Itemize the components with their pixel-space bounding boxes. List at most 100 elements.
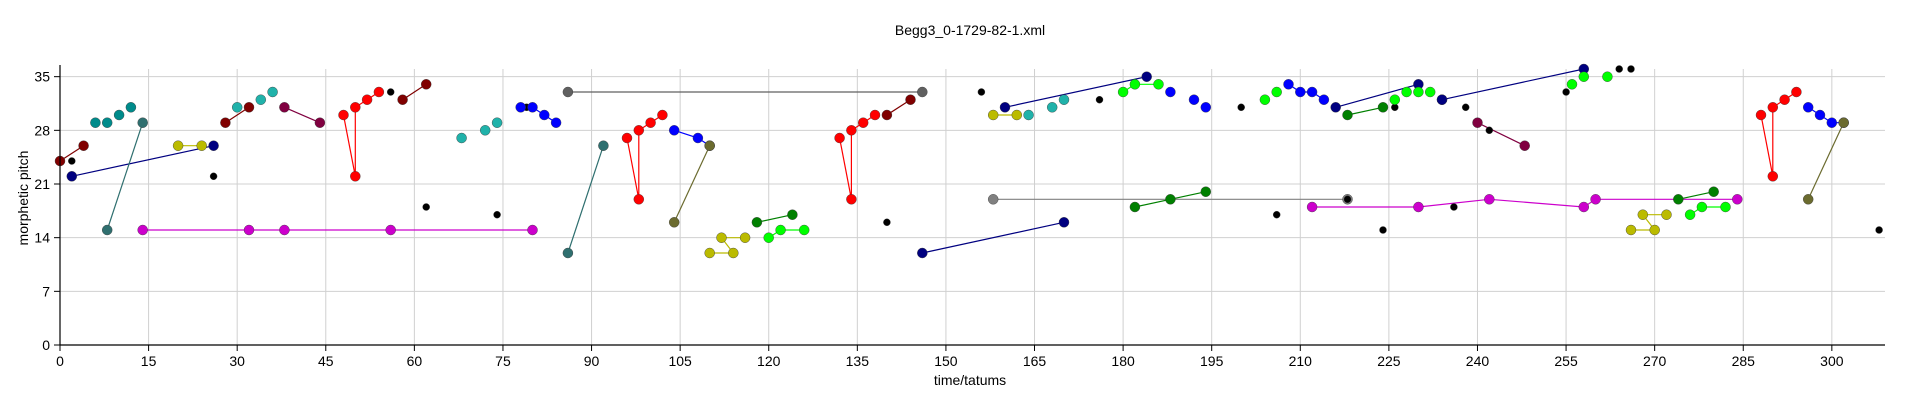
data-point [1424, 86, 1436, 98]
data-point [1450, 203, 1458, 211]
x-tick-label: 120 [757, 353, 781, 369]
data-point [1649, 224, 1660, 236]
data-point [209, 172, 218, 181]
series-line [1477, 122, 1525, 147]
data-point [775, 224, 786, 236]
data-point [1271, 86, 1282, 98]
data-point [493, 210, 501, 219]
data-point [1802, 102, 1814, 113]
data-point [491, 117, 503, 128]
data-point [196, 140, 207, 151]
data-point [1708, 186, 1719, 197]
series-line [284, 106, 321, 124]
data-point [917, 86, 928, 98]
data-point [1436, 94, 1448, 105]
data-point [1095, 95, 1104, 104]
data-point [999, 102, 1011, 113]
data-point [1814, 109, 1826, 121]
data-point [527, 102, 538, 113]
data-point [1578, 201, 1590, 213]
data-point [172, 140, 184, 151]
data-point [361, 94, 373, 105]
data-point [68, 157, 76, 165]
data-point [243, 102, 255, 113]
x-tick-label: 255 [1554, 353, 1578, 369]
data-point [267, 86, 278, 98]
data-point [883, 218, 891, 227]
y-tick-label: 35 [34, 69, 50, 85]
data-point [1875, 226, 1883, 234]
data-point [550, 117, 562, 128]
data-point [314, 117, 326, 128]
data-point [1023, 109, 1034, 121]
data-point [1200, 186, 1212, 197]
data-point [1791, 86, 1802, 98]
series-line [626, 114, 663, 200]
y-tick-label: 21 [34, 176, 50, 192]
series-line [1288, 83, 1325, 101]
data-point [373, 86, 385, 98]
data-point [1200, 102, 1212, 113]
data-point [977, 88, 986, 96]
series-line [1678, 191, 1714, 200]
data-point [1401, 86, 1412, 98]
data-point [1779, 94, 1790, 105]
y-tick-label: 0 [42, 337, 50, 353]
data-point [1141, 71, 1152, 82]
x-tick-label: 90 [584, 353, 600, 369]
data-point [385, 224, 396, 236]
data-point [1295, 86, 1306, 98]
series-line [1004, 76, 1147, 108]
data-point [1058, 217, 1070, 228]
data-point [350, 171, 361, 182]
data-point [1661, 209, 1672, 220]
axes: 0 15 30 45 60 75 90 105 120 135 150 165 180 195 210 225… [34, 65, 1885, 369]
series-line [768, 229, 805, 239]
data-point [231, 102, 243, 113]
data-point [1578, 71, 1590, 82]
data-point [1720, 201, 1731, 213]
data-point [669, 217, 680, 228]
data-point [243, 224, 255, 236]
series-line [71, 145, 214, 177]
series-line [1347, 106, 1384, 116]
x-tick-label: 75 [495, 353, 511, 369]
data-point [1615, 65, 1623, 73]
data-point [657, 109, 668, 121]
data-point [1306, 86, 1318, 98]
data-point [1602, 71, 1613, 82]
series-line [106, 122, 144, 231]
data-point [869, 109, 881, 121]
data-point [1330, 102, 1341, 113]
data-point [137, 117, 148, 128]
x-tick-label: 105 [668, 353, 692, 369]
x-tick-label: 285 [1732, 353, 1756, 369]
series-line [342, 91, 380, 177]
data-point [101, 117, 113, 128]
data-point [1343, 195, 1352, 204]
series-line [1122, 83, 1159, 93]
data-point [1413, 86, 1424, 98]
data-point [125, 102, 137, 113]
series-line [1807, 106, 1844, 124]
series-line [756, 214, 793, 223]
x-tick-label: 270 [1643, 353, 1667, 369]
data-point [66, 171, 78, 182]
data-point [988, 194, 999, 205]
data-point [208, 140, 219, 151]
data-point [917, 247, 928, 259]
data-point [763, 232, 774, 243]
data-point [669, 125, 680, 136]
x-tick-label: 240 [1466, 353, 1490, 369]
data-point [1165, 86, 1176, 98]
data-point [1562, 88, 1570, 96]
data-point [1637, 209, 1649, 220]
data-point [539, 109, 550, 121]
data-point [751, 217, 763, 228]
data-point [846, 194, 857, 205]
data-point [1472, 117, 1483, 128]
x-tick-label: 165 [1023, 353, 1047, 369]
data-point [728, 247, 739, 259]
x-tick-label: 225 [1377, 353, 1401, 369]
data-point [1485, 126, 1494, 135]
